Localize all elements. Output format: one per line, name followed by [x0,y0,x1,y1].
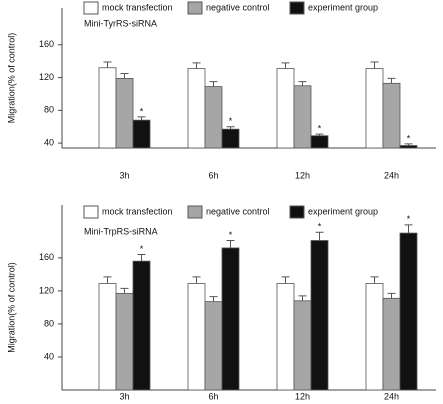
bar [382,297,401,391]
y-axis-label: Migration(% of control) [6,33,16,124]
x-tick-label: 3h [119,170,129,180]
error-bar [192,276,201,284]
error-bar [315,231,324,241]
bar [115,292,134,391]
bar [382,82,401,149]
error-bar [120,72,129,79]
significance-mark: * [318,123,322,133]
significance-mark: * [407,133,411,143]
bar [221,247,240,391]
bar [98,283,117,391]
error-bar [120,287,129,294]
bar [98,67,117,149]
bar [187,68,206,149]
x-tick-label: 12h [295,391,310,401]
bar [310,135,329,149]
error-bar [387,292,396,299]
error-bar [281,276,290,284]
y-tick-label: 120 [39,285,54,295]
bar [132,119,151,149]
y-tick-label: 120 [39,72,54,82]
error-bar [404,143,413,146]
bar [221,128,240,149]
y-tick-label: 40 [44,351,54,361]
x-tick-label: 6h [208,391,218,401]
legend-label: mock transfection [102,206,173,216]
y-tick-label: 160 [39,252,54,262]
legend-swatch [83,205,99,219]
bar [276,283,295,391]
bar [115,78,134,149]
error-bar [137,116,146,121]
legend-label: experiment group [308,206,378,216]
bar [365,68,384,149]
y-tick-label: 80 [44,105,54,115]
x-tick-label: 24h [384,391,399,401]
x-tick-label: 24h [384,170,399,180]
bar [293,85,312,149]
significance-mark: * [140,244,144,254]
legend-label: negative control [206,206,270,216]
bar [187,283,206,391]
error-bar [370,61,379,69]
y-tick-label: 80 [44,318,54,328]
bar [132,260,151,391]
annotation: Mini-TrpRS-siRNA [84,226,158,236]
significance-mark: * [229,230,233,240]
bar [399,145,418,149]
significance-mark: * [407,214,411,224]
bar [276,68,295,149]
legend-label: experiment group [308,2,378,12]
legend-label: mock transfection [102,2,173,12]
error-bar [103,61,112,68]
error-bar [209,296,218,302]
error-bar [137,254,146,262]
x-tick-label: 3h [119,391,129,401]
error-bar [209,81,218,87]
significance-mark: * [140,106,144,116]
x-tick-label: 6h [208,170,218,180]
error-bar [298,81,307,86]
error-bar [370,276,379,284]
error-bar [226,126,235,130]
bar [310,240,329,391]
error-bar [192,62,201,69]
legend-swatch [83,1,99,15]
bar [365,283,384,391]
legend-swatch [289,205,305,219]
y-tick-label: 40 [44,137,54,147]
x-tick-label: 12h [295,170,310,180]
significance-mark: * [229,116,233,126]
significance-mark: * [318,222,322,232]
annotation: Mini-TyrRS-siRNA [84,18,157,28]
error-bar [404,224,413,234]
bar [204,86,223,149]
bar [293,300,312,391]
legend-label: negative control [206,2,270,12]
error-bar [226,240,235,248]
legend-swatch [187,205,203,219]
error-bar [298,295,307,301]
y-tick-label: 160 [39,39,54,49]
error-bar [315,133,324,136]
error-bar [103,276,112,284]
error-bar [281,62,290,69]
error-bar [387,77,396,84]
legend-swatch [187,1,203,15]
y-axis-label: Migration(% of control) [6,262,16,353]
legend-swatch [289,1,305,15]
bar [399,232,418,391]
bar [204,301,223,391]
